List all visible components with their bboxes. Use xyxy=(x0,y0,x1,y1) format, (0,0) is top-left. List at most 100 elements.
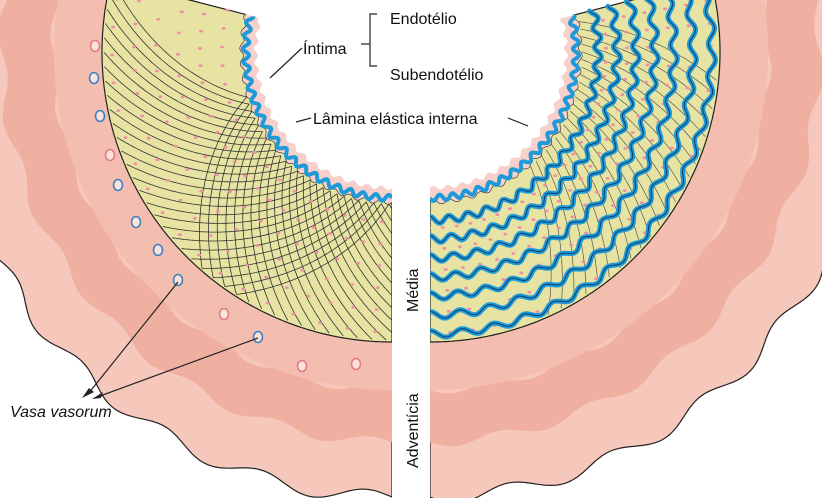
adventitia-dark-band xyxy=(0,0,392,442)
leader-lamina-left xyxy=(295,117,312,123)
smooth-muscle-cell xyxy=(218,271,223,275)
smooth-muscle-cell xyxy=(244,263,249,267)
smooth-muscle-cell xyxy=(276,231,281,235)
smooth-muscle-cell xyxy=(234,228,239,231)
smooth-muscle-cell-right xyxy=(494,258,499,261)
smooth-muscle-cell-right xyxy=(665,26,670,30)
elastic-lamella-edge xyxy=(429,0,697,319)
smooth-muscle-cell xyxy=(264,165,269,169)
smooth-muscle-cell-right xyxy=(669,146,674,150)
smooth-muscle-cell-right xyxy=(503,232,508,236)
smooth-muscle-cell-right xyxy=(621,15,626,18)
smooth-muscle-cell-right xyxy=(461,266,465,269)
smooth-muscle-cell xyxy=(133,22,138,26)
smooth-muscle-cell-right xyxy=(585,128,590,132)
label-intima: Íntima xyxy=(303,39,347,58)
smooth-muscle-cell xyxy=(209,114,213,118)
vasa-vasorum-vessel xyxy=(104,148,116,162)
smooth-muscle-cell xyxy=(225,249,230,253)
smooth-muscle-cell xyxy=(223,146,228,149)
smooth-muscle-cell xyxy=(243,174,248,178)
smooth-muscle-cell-right xyxy=(597,151,602,155)
smooth-muscle-cell-right xyxy=(642,11,647,15)
elastic-lamella-edge xyxy=(429,10,602,224)
smooth-muscle-cell-right xyxy=(482,218,486,221)
media-fiber xyxy=(105,80,272,146)
smooth-muscle-cell xyxy=(343,214,347,217)
smooth-muscle-cell xyxy=(176,52,180,56)
smooth-muscle-cell xyxy=(308,199,313,203)
smooth-muscle-cell xyxy=(324,277,329,281)
smooth-muscle-cell xyxy=(351,305,356,309)
vasa-vasorum-vessel xyxy=(89,39,101,53)
smooth-muscle-cell xyxy=(373,330,378,333)
smooth-muscle-cell xyxy=(199,189,204,193)
media-fiber xyxy=(373,202,411,257)
smooth-muscle-cell-right xyxy=(603,32,608,36)
elastic-lamella-edge xyxy=(429,1,640,262)
smooth-muscle-cell xyxy=(135,91,140,95)
leader-lines xyxy=(87,13,529,397)
vasa-vasorum-vessel xyxy=(130,215,142,229)
smooth-muscle-cell-right xyxy=(556,226,561,230)
label-adventicia: Adventícia xyxy=(405,393,422,468)
smooth-muscle-cell-right xyxy=(543,183,547,187)
smooth-muscle-cell xyxy=(374,308,379,311)
smooth-muscle-cell-right xyxy=(532,192,536,196)
smooth-muscle-cell-right xyxy=(601,18,606,22)
media-fiber xyxy=(309,180,387,341)
smooth-muscle-cell-right xyxy=(603,60,608,64)
smooth-muscle-cell-right xyxy=(442,247,447,250)
smooth-muscle-cell-right xyxy=(604,137,609,141)
smooth-muscle-cell-right xyxy=(478,262,483,266)
smooth-muscle-cell xyxy=(164,120,169,124)
smooth-muscle-cell xyxy=(300,268,305,272)
smooth-muscle-cell xyxy=(140,114,145,118)
smooth-muscle-cell xyxy=(255,187,259,190)
intima-bracket xyxy=(369,13,377,67)
smooth-muscle-cell-right xyxy=(553,174,558,178)
smooth-muscle-cell-right xyxy=(594,277,598,281)
smooth-muscle-cell xyxy=(328,301,333,304)
smooth-muscle-cell xyxy=(284,286,289,289)
media-fiber xyxy=(104,66,267,139)
vasa-vasorum-vessel xyxy=(252,330,264,344)
smooth-muscle-cell xyxy=(208,234,213,237)
smooth-muscle-cell xyxy=(177,74,182,78)
smooth-muscle-cell-right xyxy=(581,260,586,264)
media-fiber-right xyxy=(578,81,684,190)
smooth-muscle-cell-right xyxy=(531,218,536,222)
leader-intima xyxy=(269,47,303,79)
smooth-muscle-cell-right xyxy=(454,224,459,228)
smooth-muscle-cell-right xyxy=(488,238,493,241)
elastic-lamella-edge xyxy=(429,0,716,338)
media-fiber xyxy=(112,0,250,105)
smooth-muscle-cell-right xyxy=(467,307,472,311)
smooth-muscle-cell xyxy=(335,257,339,261)
label-media: Média xyxy=(405,268,422,312)
smooth-muscle-cell xyxy=(377,264,382,267)
media-fiber xyxy=(266,149,302,326)
smooth-muscle-cell xyxy=(220,45,225,49)
media-fiber xyxy=(296,171,358,339)
smooth-muscle-cell-right xyxy=(556,199,561,203)
smooth-muscle-cell xyxy=(200,81,205,85)
smooth-muscle-cell-right xyxy=(645,63,650,67)
smooth-muscle-cell xyxy=(215,130,220,134)
smooth-muscle-cell xyxy=(145,187,150,191)
vasa-vasorum-vessel xyxy=(112,178,124,192)
media-fiber xyxy=(250,137,275,316)
smooth-muscle-cell xyxy=(361,240,366,244)
smooth-muscle-cell xyxy=(281,209,286,212)
smooth-muscle-cell-right xyxy=(663,7,668,11)
intima-layer-right xyxy=(430,15,582,204)
media-fiber xyxy=(242,131,263,309)
smooth-muscle-cell-right xyxy=(605,177,610,180)
vasa-vasorum-vessel xyxy=(296,359,308,373)
smooth-muscle-cell xyxy=(204,98,208,101)
smooth-muscle-cell xyxy=(350,283,355,286)
leader-arrowheads xyxy=(82,388,103,399)
smooth-muscle-cell xyxy=(242,205,247,209)
smooth-muscle-cell xyxy=(166,179,171,182)
smooth-muscle-cell xyxy=(111,81,116,85)
